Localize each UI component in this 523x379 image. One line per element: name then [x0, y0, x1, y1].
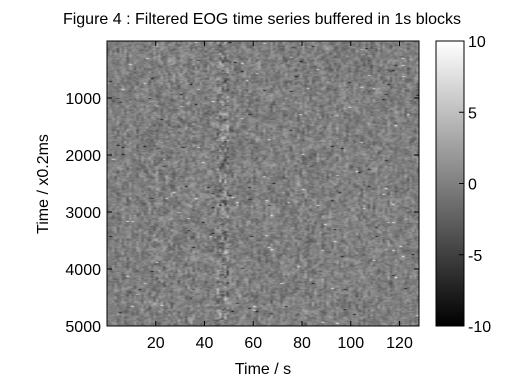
y-tick-label: 5000: [65, 319, 101, 336]
y-axis: 1000 2000 3000 4000 5000: [65, 91, 419, 336]
colorbar-tick-label: 0: [468, 177, 477, 194]
colorbar-tick-label: -10: [468, 319, 491, 336]
colorbar-tick-label: -5: [468, 248, 482, 265]
y-tick-label: 1000: [65, 91, 101, 108]
colorbar-tick-label: 5: [468, 105, 477, 122]
x-axis: 20 40 60 80 100 120: [147, 41, 413, 352]
x-axis-label: Time / s: [235, 361, 291, 378]
colorbar: 10 5 0 -5 -10: [435, 34, 491, 336]
heatmap-image: [107, 41, 419, 326]
plot-frame: [106, 40, 420, 327]
y-tick-label: 2000: [65, 148, 101, 165]
x-tick-label: 40: [196, 335, 214, 352]
colorbar-ticks: 10 5 0 -5 -10: [459, 34, 491, 336]
y-tick-label: 3000: [65, 205, 101, 222]
x-tick-label: 100: [337, 335, 364, 352]
y-axis-label: Time / x0.2ms: [35, 134, 52, 234]
x-tick-label: 120: [386, 335, 413, 352]
x-tick-label: 60: [244, 335, 262, 352]
colorbar-tick-label: 10: [468, 34, 486, 51]
colorbar-gradient: [435, 40, 465, 327]
x-tick-label: 80: [293, 335, 311, 352]
x-tick-label: 20: [147, 335, 165, 352]
heatmap-plot-area: [106, 40, 420, 327]
y-tick-label: 4000: [65, 262, 101, 279]
chart-title: Figure 4 : Filtered EOG time series buff…: [63, 11, 461, 28]
